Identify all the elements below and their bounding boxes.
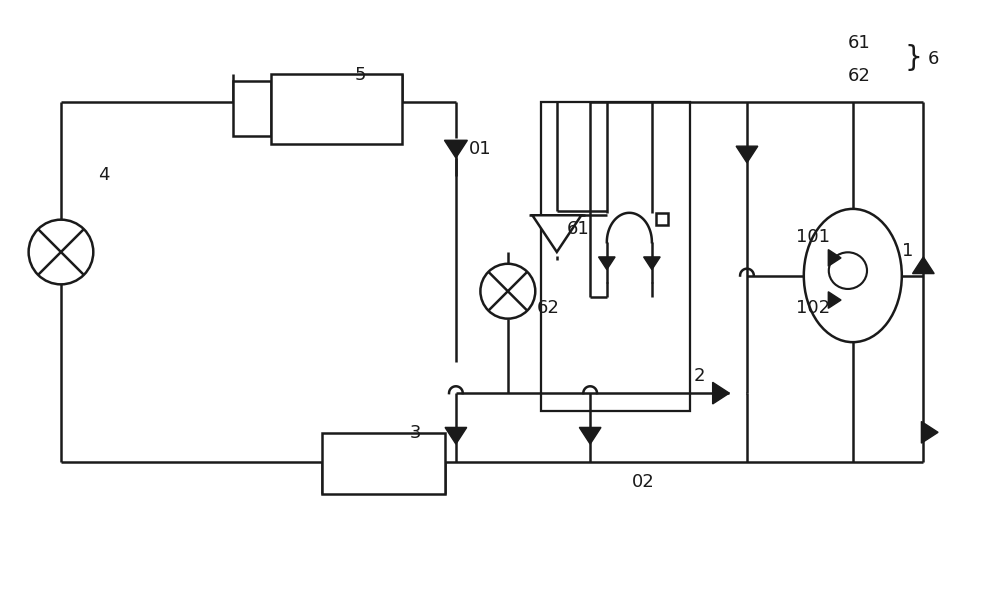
Circle shape [480,264,535,318]
Circle shape [29,219,93,285]
Text: 6: 6 [927,50,939,68]
Text: 61: 61 [567,220,589,238]
Text: 5: 5 [355,66,366,84]
Text: 01: 01 [469,140,491,158]
Ellipse shape [804,209,902,342]
Text: 3: 3 [410,424,421,442]
Polygon shape [913,257,934,274]
Text: }: } [905,44,922,72]
Bar [656,213,668,224]
Polygon shape [644,257,660,270]
Text: 62: 62 [537,298,560,317]
Polygon shape [713,382,729,404]
Polygon shape [599,257,615,270]
Polygon shape [532,215,581,252]
Bar [271,74,402,144]
Bar [233,81,271,136]
Polygon shape [444,140,467,158]
Text: 2: 2 [694,367,706,385]
Polygon shape [445,428,467,444]
Text: 62: 62 [848,68,871,86]
Text: 02: 02 [632,473,655,491]
Text: 102: 102 [796,298,830,317]
Bar [541,102,690,411]
Polygon shape [828,292,841,308]
Polygon shape [579,428,601,444]
Polygon shape [828,250,841,266]
Text: 101: 101 [796,228,830,246]
Text: 61: 61 [848,34,871,52]
Text: 4: 4 [98,166,110,185]
Polygon shape [736,146,758,163]
Bar [322,434,445,494]
Polygon shape [921,421,938,443]
Ellipse shape [829,252,867,289]
Text: 1: 1 [902,242,913,260]
